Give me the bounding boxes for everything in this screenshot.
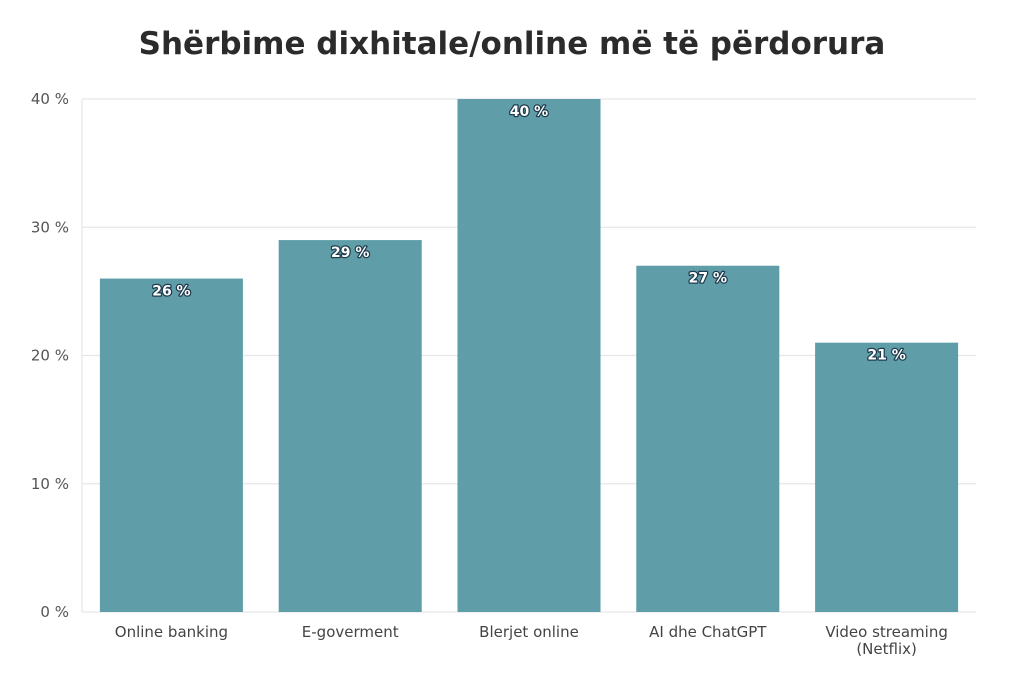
- data-label: 26 %: [152, 284, 190, 300]
- data-label: 21 %: [867, 348, 905, 364]
- bar: [278, 240, 422, 612]
- y-tick-label: 20 %: [31, 347, 69, 365]
- y-tick-label: 0 %: [40, 603, 69, 621]
- bars: [99, 99, 959, 612]
- y-tick-label: 10 %: [31, 475, 69, 493]
- x-tick-label: Video streaming: [825, 623, 948, 641]
- x-tick-label: (Netflix): [856, 640, 917, 658]
- bar: [99, 278, 243, 612]
- data-label: 40 %: [510, 104, 548, 120]
- y-tick-label: 30 %: [31, 218, 69, 236]
- y-tick-label: 40 %: [31, 90, 69, 108]
- x-tick-label: Online banking: [115, 623, 228, 641]
- x-axis: Online banking E-goverment Blerjet online A…: [115, 623, 948, 658]
- x-tick-label: AI dhe ChatGPT: [649, 623, 767, 641]
- bar: [815, 342, 959, 612]
- bar: [457, 99, 601, 612]
- x-tick-label: Blerjet online: [479, 623, 579, 641]
- y-axis: 0 % 10 % 20 % 30 % 40 %: [31, 90, 83, 621]
- data-label: 29 %: [331, 245, 369, 261]
- x-tick-label: E-goverment: [302, 623, 399, 641]
- data-label: 27 %: [689, 271, 727, 287]
- chart-title: Shërbime dixhitale/online më të përdorur…: [138, 26, 886, 62]
- data-labels: 26 % 29 % 40 % 27 % 21 %: [151, 103, 907, 365]
- bar: [636, 265, 780, 612]
